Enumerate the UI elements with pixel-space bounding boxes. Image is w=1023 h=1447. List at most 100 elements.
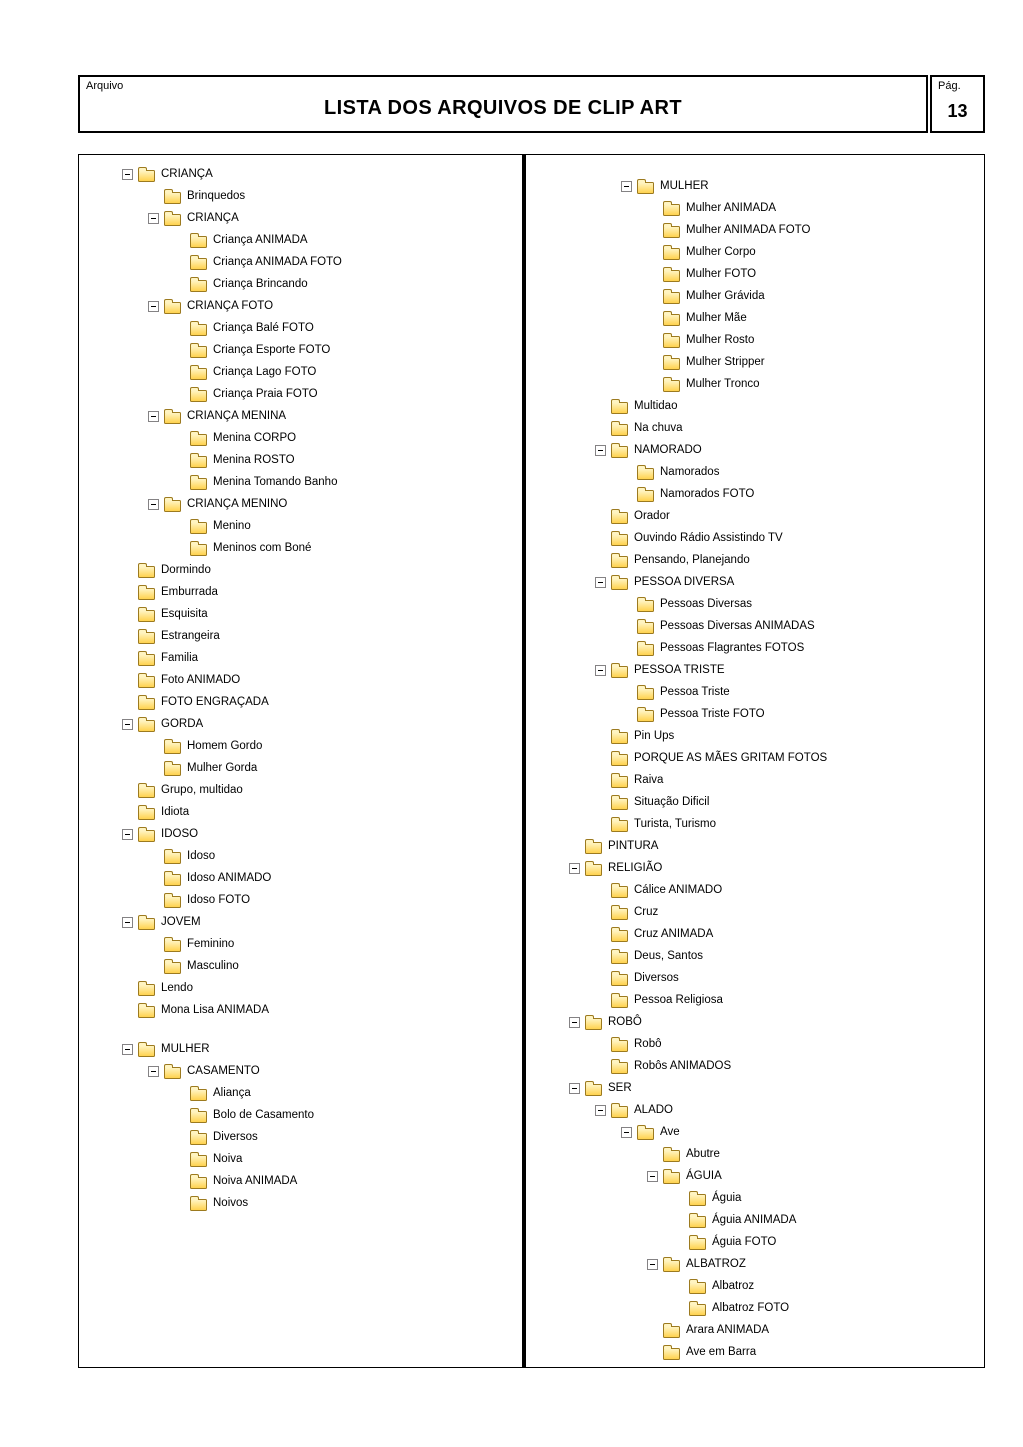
tree-item: IDOSO xyxy=(79,823,522,845)
tree-item: RELIGIÃO xyxy=(526,857,984,879)
tree-item-gutter xyxy=(148,498,164,510)
tree-item: Robôs ANIMADOS xyxy=(526,1055,984,1077)
tree-item: Águia FOTO xyxy=(526,1231,984,1253)
column-divider xyxy=(522,155,526,1367)
tree-item: GORDA xyxy=(79,713,522,735)
tree-item: Namorados xyxy=(526,461,984,483)
tree-item-gutter xyxy=(122,828,138,840)
tree-item: Meninos com Boné xyxy=(79,537,522,559)
tree-item-label: NAMORADO xyxy=(634,443,702,456)
tree-item: PORQUE AS MÃES GRITAM FOTOS xyxy=(526,747,984,769)
folder-icon xyxy=(585,1014,602,1030)
tree-item-label: Idoso xyxy=(187,849,216,862)
tree-item-gutter xyxy=(148,410,164,422)
tree-item: Criança Praia FOTO xyxy=(79,383,522,405)
folder-icon xyxy=(190,276,207,292)
tree-item: NAMORADO xyxy=(526,439,984,461)
folder-icon xyxy=(637,1124,654,1140)
collapse-minus-icon xyxy=(569,862,580,874)
folder-icon xyxy=(663,244,680,260)
tree-item-label: FOTO ENGRAÇADA xyxy=(161,695,269,708)
folder-icon xyxy=(585,838,602,854)
folder-icon xyxy=(611,1036,628,1052)
page-number: 13 xyxy=(947,101,968,121)
tree-item: Pessoa Triste xyxy=(526,681,984,703)
folder-icon xyxy=(164,738,181,754)
tree-item: FOTO ENGRAÇADA xyxy=(79,691,522,713)
folder-icon xyxy=(637,640,654,656)
tree-item: ÁGUIA xyxy=(526,1165,984,1187)
tree-item-label: Esquisita xyxy=(161,607,208,620)
tree-item: Mulher ANIMADA xyxy=(526,197,984,219)
collapse-minus-icon xyxy=(148,1065,159,1077)
folder-icon xyxy=(611,794,628,810)
tree-item: Mulher FOTO xyxy=(526,263,984,285)
tree-item: Foto ANIMADO xyxy=(79,669,522,691)
folder-icon xyxy=(611,530,628,546)
tree-item-label: GORDA xyxy=(161,717,204,730)
tree-item: Noiva xyxy=(79,1148,522,1170)
tree-item-label: Ave xyxy=(660,1125,680,1138)
folder-icon xyxy=(138,650,155,666)
folder-icon xyxy=(164,848,181,864)
tree-item-label: Diversos xyxy=(213,1130,258,1143)
tree-item: CRIANÇA FOTO xyxy=(79,295,522,317)
tree-item-label: Masculino xyxy=(187,959,239,972)
tree-item-label: Estrangeira xyxy=(161,629,220,642)
tree-item: Criança ANIMADA FOTO xyxy=(79,251,522,273)
folder-icon xyxy=(663,1256,680,1272)
tree-item-label: Familia xyxy=(161,651,199,664)
tree-item-label: Menina ROSTO xyxy=(213,453,295,466)
folder-icon xyxy=(611,662,628,678)
tree-item-gutter xyxy=(148,300,164,312)
collapse-minus-icon xyxy=(122,828,133,840)
folder-icon xyxy=(138,826,155,842)
folder-icon xyxy=(663,1168,680,1184)
tree-item-label: Cálice ANIMADO xyxy=(634,883,723,896)
tree-item: SER xyxy=(526,1077,984,1099)
collapse-minus-icon xyxy=(122,916,133,928)
tree-item: ALBATROZ xyxy=(526,1253,984,1275)
folder-icon xyxy=(637,596,654,612)
tree-item-label: ROBÔ xyxy=(608,1015,642,1028)
tree-item-label: Brinquedos xyxy=(187,189,246,202)
tree-item: CRIANÇA xyxy=(79,207,522,229)
tree-item-label: Foto ANIMADO xyxy=(161,673,241,686)
tree-item-label: Pensando, Planejando xyxy=(634,553,750,566)
tree-item-gutter xyxy=(595,664,611,676)
tree-item: Namorados FOTO xyxy=(526,483,984,505)
tree-item: Mulher Corpo xyxy=(526,241,984,263)
folder-icon xyxy=(689,1212,706,1228)
tree-item: Noiva ANIMADA xyxy=(79,1170,522,1192)
tree-item-label: Mulher FOTO xyxy=(686,267,757,280)
tree-item-label: Mulher Grávida xyxy=(686,289,765,302)
tree-item-label: Pessoa Religiosa xyxy=(634,993,723,1006)
folder-icon xyxy=(611,926,628,942)
tree-item: Idoso xyxy=(79,845,522,867)
folder-icon xyxy=(190,1085,207,1101)
tree-item: CASAMENTO xyxy=(79,1060,522,1082)
tree-item: Ave em Barra xyxy=(526,1341,984,1363)
tree-item: Pessoas Diversas ANIMADAS xyxy=(526,615,984,637)
tree-item-label: CRIANÇA xyxy=(187,211,239,224)
tree-item: Homem Gordo xyxy=(79,735,522,757)
tree-item-label: Criança Lago FOTO xyxy=(213,365,317,378)
collapse-minus-icon xyxy=(569,1016,580,1028)
folder-icon xyxy=(611,904,628,920)
tree-item-label: RELIGIÃO xyxy=(608,861,663,874)
tree-item: Lendo xyxy=(79,977,522,999)
tree-item-label: Mulher ANIMADA xyxy=(686,201,777,214)
collapse-minus-icon xyxy=(595,664,606,676)
tree-item-label: Lendo xyxy=(161,981,193,994)
tree-item: Criança Lago FOTO xyxy=(79,361,522,383)
tree-item: Diversos xyxy=(526,967,984,989)
folder-icon xyxy=(689,1190,706,1206)
tree-item-label: Ouvindo Rádio Assistindo TV xyxy=(634,531,783,544)
tree-item: Masculino xyxy=(79,955,522,977)
tree-item-label: Namorados FOTO xyxy=(660,487,755,500)
tree-item: PINTURA xyxy=(526,835,984,857)
tree-column-left: CRIANÇA Brinquedos CRIANÇA Criança ANIMADA C… xyxy=(79,155,522,1367)
tree-item: Criança Esporte FOTO xyxy=(79,339,522,361)
collapse-minus-icon xyxy=(595,444,606,456)
tree-column-right: MULHER Mulher ANIMADA Mulher ANIMADA FOTO M… xyxy=(526,155,984,1367)
